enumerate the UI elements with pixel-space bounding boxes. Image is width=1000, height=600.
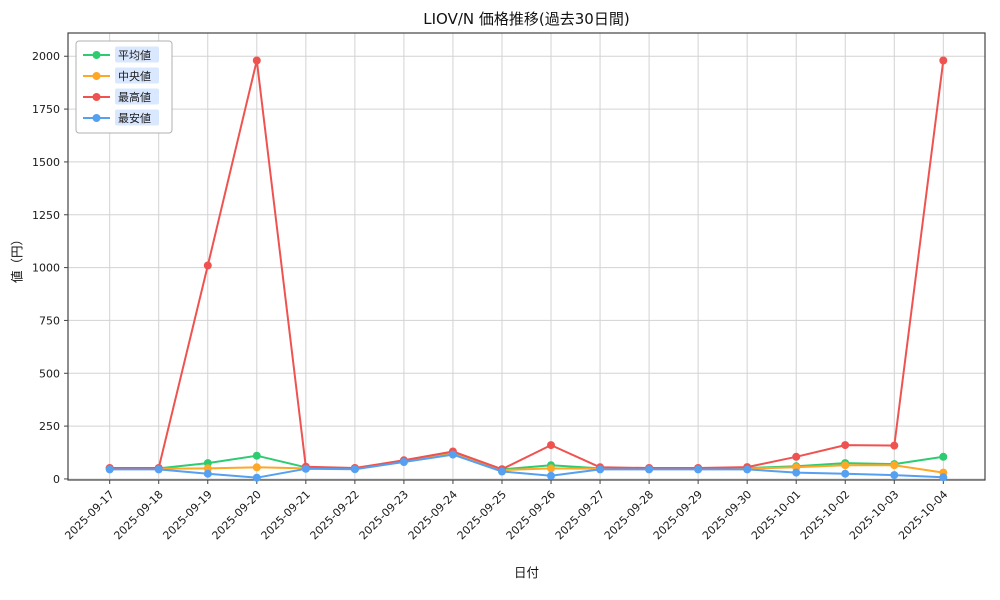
- data-point-marker: [301, 464, 310, 473]
- x-tick-label: 2025-10-03: [847, 488, 901, 542]
- legend-label: 最高値: [118, 90, 151, 104]
- data-point-marker: [596, 465, 605, 474]
- y-tick-label: 1750: [32, 103, 60, 116]
- legend-marker: [92, 51, 101, 59]
- data-point-marker: [841, 461, 850, 470]
- x-tick-label: 2025-10-01: [749, 488, 803, 542]
- data-point-marker: [841, 441, 850, 450]
- data-point-marker: [547, 464, 555, 473]
- legend-marker: [92, 72, 101, 80]
- y-tick-label: 0: [53, 473, 60, 486]
- data-point-marker: [105, 465, 114, 474]
- y-tick-label: 250: [39, 420, 60, 433]
- data-point-marker: [448, 450, 457, 459]
- data-point-marker: [154, 465, 163, 474]
- data-point-marker: [939, 56, 948, 65]
- data-point-marker: [890, 471, 899, 480]
- data-point-marker: [743, 465, 752, 474]
- data-point-marker: [252, 56, 261, 65]
- x-tick-label: 2025-09-23: [357, 488, 411, 542]
- data-point-marker: [792, 468, 801, 477]
- x-tick-label: 2025-10-04: [896, 488, 950, 542]
- data-point-marker: [939, 452, 948, 461]
- data-point-marker: [939, 473, 948, 482]
- series-line: [109, 453, 944, 479]
- data-point-marker: [547, 471, 555, 480]
- data-point-marker: [203, 469, 212, 478]
- chart-title: LIOV/N 価格推移(過去30日間): [423, 10, 630, 28]
- x-tick-label: 2025-09-25: [455, 488, 509, 542]
- y-tick-label: 750: [39, 314, 60, 327]
- data-point-marker: [645, 465, 654, 474]
- data-point-marker: [350, 465, 359, 474]
- y-tick-label: 1250: [32, 209, 60, 222]
- data-point-marker: [890, 441, 899, 450]
- x-tick-label: 2025-09-24: [406, 488, 460, 542]
- legend-label: 平均値: [118, 49, 151, 62]
- x-tick-label: 2025-09-22: [308, 488, 362, 542]
- data-point-marker: [252, 463, 261, 472]
- x-axis-label: 日付: [513, 565, 539, 580]
- y-tick-label: 500: [39, 367, 60, 380]
- legend-label-highlight: [115, 109, 159, 126]
- series-line: [109, 452, 944, 471]
- data-point-marker: [203, 261, 212, 270]
- x-tick-label: 2025-09-30: [700, 488, 754, 542]
- x-tick-label: 2025-10-02: [798, 488, 852, 542]
- data-point-marker: [547, 441, 555, 450]
- data-point-marker: [399, 458, 408, 466]
- legend-label-highlight: [115, 88, 159, 105]
- y-axis-label: 値（円）: [9, 232, 25, 284]
- data-point-marker: [252, 473, 261, 482]
- x-tick-label: 2025-09-21: [259, 488, 313, 542]
- legend-item: 中央値: [83, 67, 159, 84]
- x-tick-label: 2025-09-19: [160, 488, 214, 542]
- data-point-marker: [252, 451, 261, 460]
- legend-label: 中央値: [118, 70, 151, 83]
- x-tick-label: 2025-09-27: [553, 488, 607, 542]
- legend-item: 最安値: [83, 109, 159, 126]
- plot-border: [67, 32, 986, 481]
- legend-item: 最高値: [83, 88, 159, 105]
- data-point-marker: [694, 465, 703, 474]
- legend-marker: [92, 93, 101, 101]
- legend-marker: [92, 114, 101, 122]
- legend-label-highlight: [115, 67, 159, 84]
- data-point-marker: [498, 467, 506, 476]
- x-tick-label: 2025-09-29: [651, 488, 705, 542]
- x-tick-label: 2025-09-20: [210, 488, 264, 542]
- x-tick-label: 2025-09-18: [111, 488, 165, 542]
- legend-item: 平均値: [83, 46, 159, 63]
- data-point-marker: [841, 469, 850, 478]
- x-tick-label: 2025-09-17: [62, 488, 116, 542]
- series-line: [109, 59, 945, 471]
- data-point-marker: [890, 461, 899, 470]
- x-tick-label: 2025-09-28: [602, 488, 656, 542]
- y-tick-label: 1500: [32, 156, 60, 169]
- x-tick-label: 2025-09-26: [504, 488, 558, 542]
- data-point-marker: [792, 452, 801, 461]
- series-line: [109, 453, 944, 474]
- y-tick-label: 1000: [32, 262, 60, 275]
- legend-label-highlight: [115, 46, 159, 63]
- legend-label: 最安値: [118, 111, 151, 125]
- y-tick-label: 2000: [32, 50, 60, 63]
